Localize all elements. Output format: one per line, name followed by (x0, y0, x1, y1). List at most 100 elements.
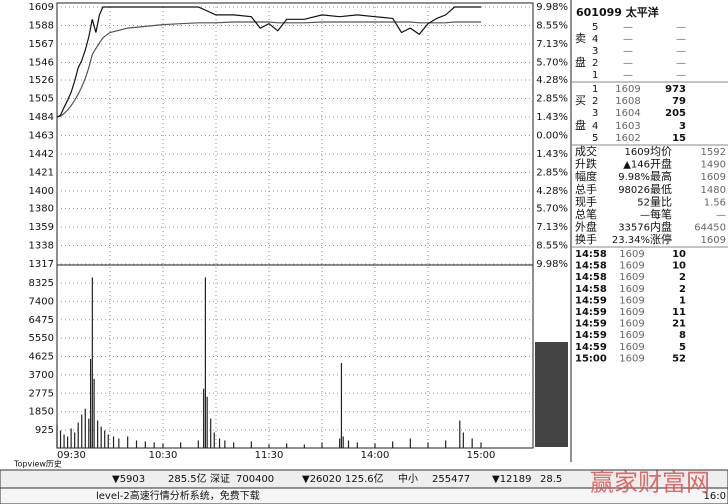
trade-volume: 2 (679, 272, 686, 283)
message-bar (0, 487, 728, 504)
status-item: 255477 (432, 474, 470, 485)
level: 4 (592, 34, 598, 45)
trade-price: 1609 (619, 319, 644, 330)
trade-price: 1609 (619, 330, 644, 341)
volume-tick-label: 1850 (29, 407, 54, 418)
trade-price: 1609 (619, 272, 644, 283)
volume-tick-label: 4625 (29, 352, 54, 363)
pct-tick-label: 2.85% (536, 167, 568, 178)
bid-price: 1602 (615, 133, 640, 144)
status-clock: 16:0 (704, 491, 726, 502)
pct-tick-label: 1.43% (536, 112, 568, 123)
pct-tick-label: 5.70% (536, 57, 568, 68)
stat-label: 幅度 (575, 169, 597, 183)
stat-value: 52 (637, 197, 650, 208)
status-item: 深证 (210, 473, 230, 485)
time-label: 10:30 (149, 450, 178, 461)
side-label: 买 (575, 94, 586, 107)
trade-time: 14:58 (575, 249, 607, 260)
side-label: 盘 (575, 118, 586, 132)
ask-price: — (623, 58, 633, 69)
stat-label: 开盘 (650, 157, 672, 171)
bid-volume: 15 (672, 133, 686, 144)
stat-value: 1609 (701, 172, 726, 183)
chart-layer: 1609 9.98% 1588 8.55% 1567 7.13% 1546 5.70% 1526… (13, 2, 568, 469)
stat-label: 内盘 (650, 220, 672, 234)
trade-volume: 8 (679, 330, 686, 341)
stat-label: 涨停 (650, 232, 672, 246)
pct-tick-label: 8.55% (536, 241, 568, 252)
watermark: 赢家财富网 (590, 469, 710, 497)
stat-label: 现手 (575, 194, 597, 208)
stat-value: 1592 (701, 147, 726, 158)
trade-time: 14:59 (575, 330, 607, 341)
volume-tick-label: 7400 (29, 296, 54, 307)
level: 3 (592, 46, 598, 57)
status-message: level-2高速行情分析系统，免费下载 (96, 489, 260, 502)
trade-price: 1609 (619, 249, 644, 260)
average-line (56, 21, 481, 118)
trade-price: 1609 (619, 295, 644, 306)
stat-value: 33576 (618, 223, 650, 234)
bid-price: 1604 (615, 108, 640, 119)
price-tick-label: 1359 (29, 222, 54, 233)
status-item: ▼26020 (302, 474, 342, 485)
stat-value: 23.34% (612, 235, 650, 246)
pct-tick-label: 0.00% (536, 131, 568, 142)
trade-price: 1609 (619, 353, 644, 364)
level: 5 (592, 133, 598, 144)
stat-value: — (716, 210, 726, 221)
price-tick-label: 1338 (29, 241, 54, 252)
price-tick-label: 1484 (29, 112, 54, 123)
stat-label: 成交 (575, 144, 597, 158)
status-item: 700400 (236, 474, 274, 485)
price-tick-label: 1380 (29, 204, 54, 215)
side-label: 盘 (575, 55, 586, 69)
volume-tick-label: 8325 (29, 278, 54, 289)
volume-tick-label: 925 (35, 425, 54, 436)
stat-label: 总手 (575, 182, 597, 196)
price-tick-label: 1400 (29, 186, 54, 197)
status-item: 285.5亿 (168, 472, 207, 485)
chart-footer: Topview历史 (13, 459, 62, 469)
price-tick-label: 1588 (29, 20, 54, 31)
stat-label: 升跌 (575, 157, 597, 171)
volume-tick-label: 5550 (29, 333, 54, 344)
bid-volume: 973 (665, 84, 686, 95)
ask-volume: — (676, 70, 686, 81)
ask-price: — (623, 22, 633, 33)
bid-price: 1603 (615, 121, 640, 132)
trade-time: 14:58 (575, 284, 607, 295)
time-label: 15:00 (467, 450, 496, 461)
level: 2 (592, 58, 598, 69)
trade-time: 14:58 (575, 272, 607, 283)
trade-time: 14:58 (575, 261, 607, 272)
pct-tick-label: 2.85% (536, 94, 568, 105)
level: 2 (592, 96, 598, 107)
stat-label: 量比 (650, 195, 672, 208)
trade-time: 14:59 (575, 295, 607, 306)
price-tick-label: 1546 (29, 57, 54, 68)
level: 4 (592, 121, 598, 132)
trade-volume: 21 (672, 319, 686, 330)
level: 1 (592, 84, 598, 95)
chart-frame (56, 2, 534, 449)
status-item: 中小 (398, 472, 418, 485)
stat-label: 最低 (650, 183, 672, 196)
pct-tick-label: 9.98% (536, 2, 568, 13)
ask-price: — (623, 70, 633, 81)
price-tick-label: 1463 (29, 131, 54, 142)
price-tick-label: 1442 (29, 149, 54, 160)
stat-value: 1609 (625, 147, 650, 158)
stat-label: 均价 (650, 145, 672, 158)
level: 1 (592, 70, 598, 81)
time-label: 14:00 (361, 450, 390, 461)
stat-label: 换手 (575, 232, 597, 246)
side-label: 卖 (575, 32, 586, 45)
volume-gauge (535, 342, 568, 447)
stock-title: 601099 太平洋 (576, 5, 659, 19)
trade-price: 1609 (619, 342, 644, 353)
trade-time: 14:59 (575, 307, 607, 318)
